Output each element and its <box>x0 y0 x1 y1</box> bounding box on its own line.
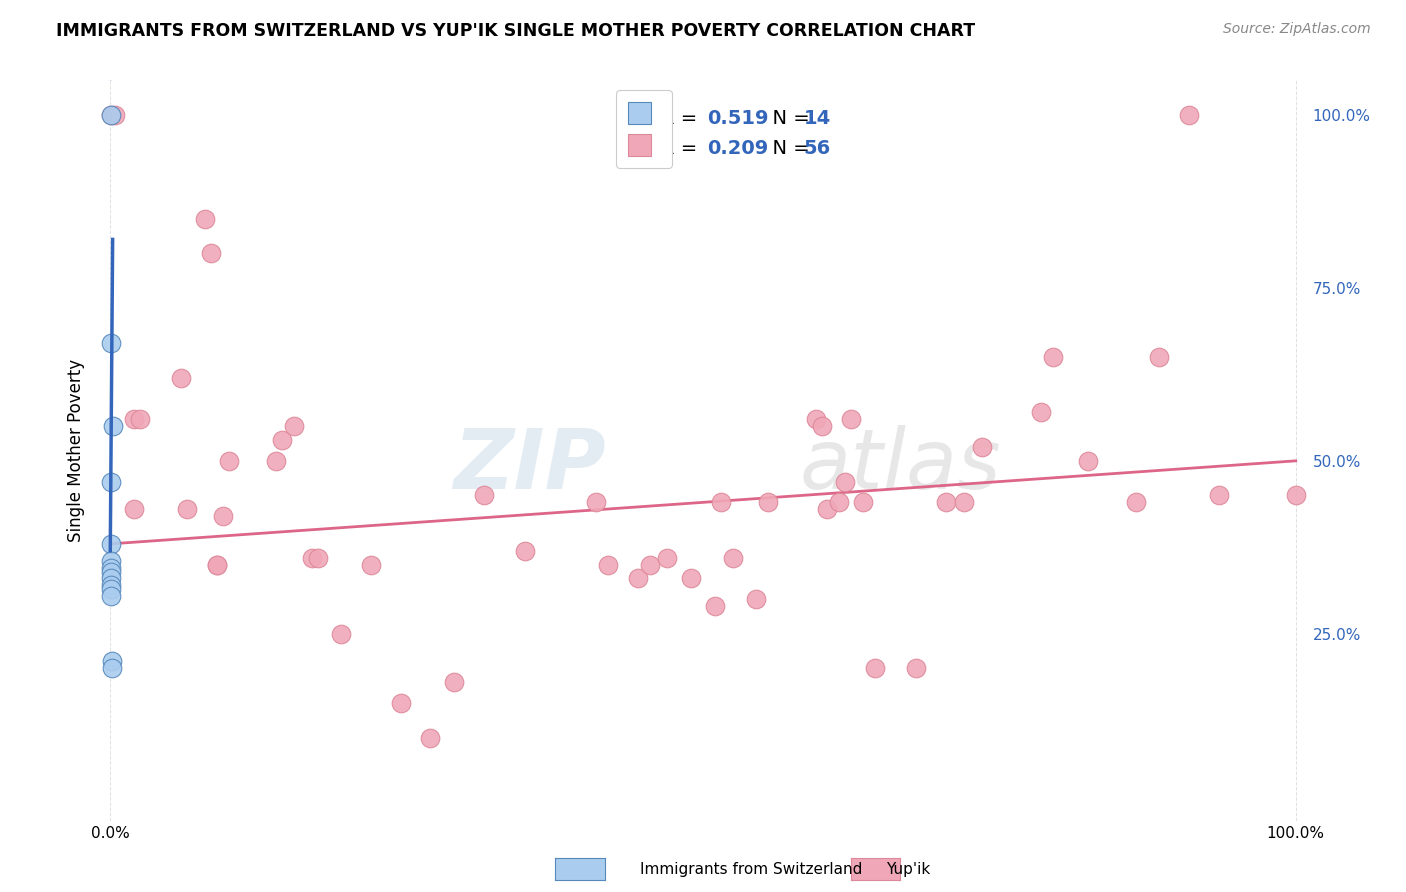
Text: R =: R = <box>661 139 703 158</box>
Point <box>212 509 235 524</box>
Point <box>170 371 193 385</box>
Text: ZIP: ZIP <box>454 425 606 506</box>
Point <box>200 246 222 260</box>
Point <box>515 543 537 558</box>
Point <box>100 537 122 551</box>
Point <box>810 419 832 434</box>
Point <box>585 495 607 509</box>
Point <box>935 495 957 509</box>
Text: R =: R = <box>661 110 703 128</box>
Text: 0.209: 0.209 <box>707 139 768 158</box>
Point <box>817 502 839 516</box>
Point <box>100 655 122 669</box>
Text: 56: 56 <box>803 139 831 158</box>
Text: Immigrants from Switzerland: Immigrants from Switzerland <box>640 863 862 877</box>
Point <box>271 433 294 447</box>
Point <box>834 475 856 489</box>
Point <box>1149 350 1171 364</box>
Point <box>598 558 620 572</box>
Point <box>1042 350 1064 364</box>
Point <box>703 599 725 614</box>
Point <box>100 475 122 489</box>
Point <box>100 108 122 122</box>
Y-axis label: Single Mother Poverty: Single Mother Poverty <box>66 359 84 542</box>
Point <box>905 661 928 675</box>
Point <box>1125 495 1147 509</box>
Point <box>839 412 862 426</box>
Text: atlas: atlas <box>800 425 1001 506</box>
Point <box>301 550 323 565</box>
Point <box>443 675 465 690</box>
Point <box>101 419 124 434</box>
Point <box>100 336 122 351</box>
Text: N =: N = <box>759 139 815 158</box>
Point <box>100 561 122 575</box>
Point <box>100 589 122 603</box>
Point <box>756 495 779 509</box>
Point <box>1029 405 1052 419</box>
Point <box>205 558 228 572</box>
Point <box>100 554 122 568</box>
Text: IMMIGRANTS FROM SWITZERLAND VS YUP'IK SINGLE MOTHER POVERTY CORRELATION CHART: IMMIGRANTS FROM SWITZERLAND VS YUP'IK SI… <box>56 22 976 40</box>
Point <box>1285 488 1308 502</box>
Text: Source: ZipAtlas.com: Source: ZipAtlas.com <box>1223 22 1371 37</box>
Point <box>828 495 851 509</box>
Point <box>129 412 152 426</box>
Point <box>389 696 412 710</box>
Point <box>283 419 305 434</box>
Point <box>205 558 228 572</box>
Point <box>627 572 650 586</box>
Point <box>638 558 661 572</box>
Point <box>1077 454 1099 468</box>
Point <box>721 550 744 565</box>
Point <box>100 565 122 579</box>
Point <box>100 572 122 586</box>
Point <box>472 488 495 502</box>
Point <box>1178 108 1201 122</box>
Point <box>970 440 993 454</box>
Point <box>330 627 353 641</box>
Point <box>122 502 145 516</box>
Point <box>100 578 122 592</box>
Legend: , : , <box>616 90 672 168</box>
Point <box>307 550 329 565</box>
Point <box>1208 488 1230 502</box>
Point <box>952 495 974 509</box>
Point <box>104 108 127 122</box>
Point <box>100 108 122 122</box>
Point <box>176 502 198 516</box>
Point <box>360 558 382 572</box>
Text: Yup'ik: Yup'ik <box>886 863 929 877</box>
Point <box>218 454 240 468</box>
Point <box>101 661 124 675</box>
Point <box>122 412 145 426</box>
Text: N =: N = <box>759 110 815 128</box>
Point <box>681 572 703 586</box>
Point <box>863 661 886 675</box>
Point <box>710 495 733 509</box>
Point <box>419 731 441 745</box>
Point <box>100 582 122 596</box>
Text: 14: 14 <box>803 110 831 128</box>
Point <box>745 592 768 607</box>
Point <box>194 211 217 226</box>
Point <box>657 550 679 565</box>
Point <box>852 495 875 509</box>
Point <box>804 412 827 426</box>
Point <box>264 454 287 468</box>
Text: 0.519: 0.519 <box>707 110 768 128</box>
